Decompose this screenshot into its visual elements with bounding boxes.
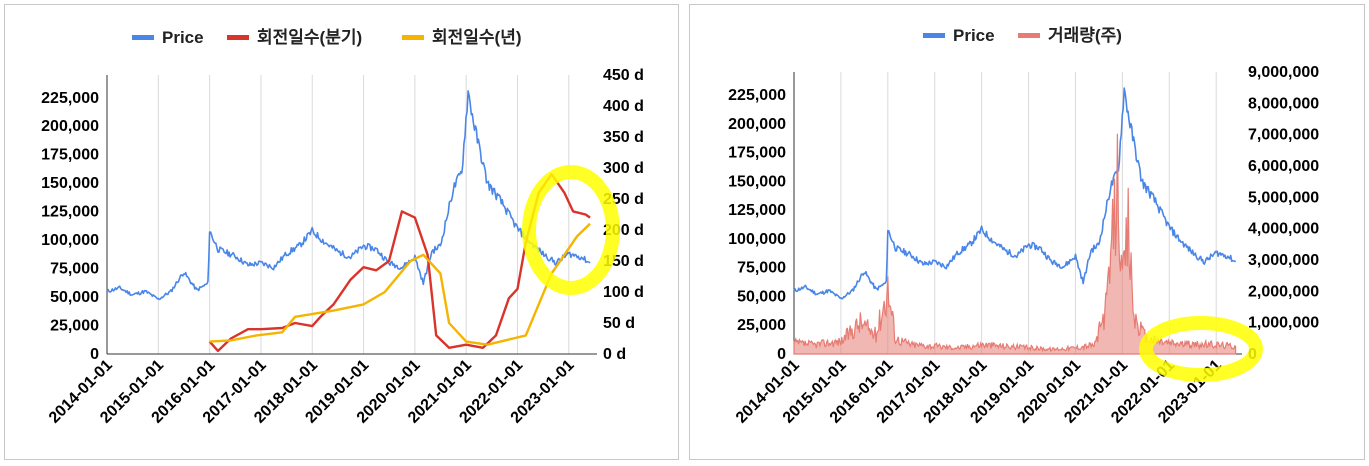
y-left-tick-label: 75,000 [50, 261, 99, 278]
y-left-tick-label: 225,000 [728, 87, 786, 104]
legend-swatch [227, 35, 249, 40]
y-right-tick-label: 4,000,000 [1248, 221, 1319, 238]
y-left-tick-label: 200,000 [728, 116, 786, 133]
y-left-tick-label: 175,000 [728, 145, 786, 162]
legend-label: Price [162, 28, 204, 47]
y-right-tick-label: 2,000,000 [1248, 283, 1319, 300]
right-chart-panel: 0 25,000 50,000 75,000 100,000 125,000 150,000… [689, 4, 1365, 460]
y-left-tick-label: 150,000 [41, 175, 99, 192]
y-left-tick-label: 25,000 [737, 317, 786, 334]
legend-label: Price [953, 26, 995, 45]
y-left-tick-label: 0 [90, 346, 99, 363]
right-chart: 0 25,000 50,000 75,000 100,000 125,000 150,000… [728, 26, 1319, 427]
y-right-tick-label: 5,000,000 [1248, 189, 1319, 206]
series-line-0 [793, 87, 1237, 300]
y-left-tick-label: 100,000 [728, 231, 786, 248]
y-left-tick-label: 125,000 [41, 204, 99, 221]
y-left-tick-label: 75,000 [737, 260, 786, 277]
y-left-tick-label: 25,000 [50, 318, 99, 335]
y-right-tick-label: 100 d [603, 284, 644, 301]
y-right-tick-label: 6,000,000 [1248, 158, 1319, 175]
y-right-tick-label: 0 d [603, 346, 626, 363]
y-right-tick-label: 8,000,000 [1248, 95, 1319, 112]
y-left-tick-label: 0 [777, 346, 786, 363]
y-right-tick-label: 300 d [603, 160, 644, 177]
legend-label: 거래량(주) [1048, 26, 1122, 45]
legend-label: 회전일수(년) [432, 28, 522, 47]
legend-swatch [132, 35, 154, 40]
y-left-tick-label: 225,000 [41, 90, 99, 107]
legend-swatch [923, 33, 945, 38]
legend-swatch [1018, 33, 1040, 38]
y-right-tick-label: 7,000,000 [1248, 127, 1319, 144]
highlight-circle [1139, 316, 1263, 382]
y-right-tick-label: 350 d [603, 129, 644, 146]
y-left-tick-label: 200,000 [41, 118, 99, 135]
y-right-tick-label: 1,000,000 [1248, 315, 1319, 332]
legend-label: 회전일수(분기) [257, 28, 362, 47]
series-volume-area [793, 133, 1237, 355]
left-chart-panel: 0 25,000 50,000 75,000 100,000 125,000 150,000… [4, 4, 679, 460]
y-left-tick-label: 175,000 [41, 147, 99, 164]
y-left-tick-label: 100,000 [41, 232, 99, 249]
series-line-0 [106, 90, 591, 301]
y-left-tick-label: 50,000 [50, 289, 99, 306]
y-right-tick-label: 50 d [603, 315, 635, 332]
y-right-tick-label: 450 d [603, 67, 644, 84]
y-left-tick-label: 125,000 [728, 202, 786, 219]
legend-swatch [402, 35, 424, 40]
left-chart: 0 25,000 50,000 75,000 100,000 125,000 150,000… [41, 28, 644, 427]
y-left-tick-label: 50,000 [737, 288, 786, 305]
y-right-tick-label: 9,000,000 [1248, 64, 1319, 81]
y-right-tick-label: 3,000,000 [1248, 252, 1319, 269]
y-left-tick-label: 150,000 [728, 173, 786, 190]
y-right-tick-label: 400 d [603, 98, 644, 115]
highlight-circle [522, 165, 620, 295]
